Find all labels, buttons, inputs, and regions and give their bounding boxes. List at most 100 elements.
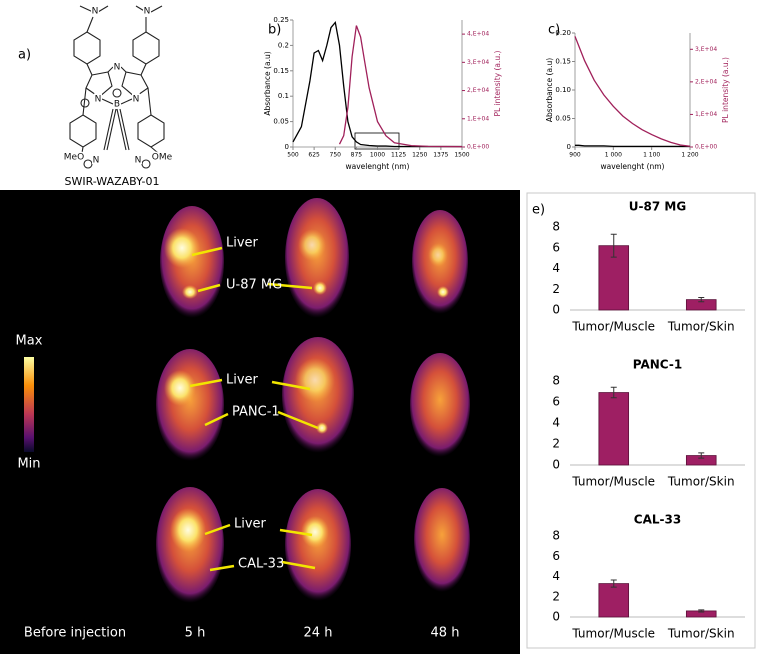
x-tick-label: 1500 xyxy=(454,152,469,159)
panel-label: d) xyxy=(8,203,21,218)
y-tick-label: 2 xyxy=(552,437,560,451)
error-bar xyxy=(610,386,617,399)
error-bar xyxy=(698,297,705,303)
time-label: Before injection xyxy=(24,626,126,641)
annotation: Liver xyxy=(226,236,259,251)
y-tick-label: 4 xyxy=(552,416,560,430)
time-label: 48 h xyxy=(431,626,460,641)
chart-title: U-87 MG xyxy=(629,200,686,214)
y2-tick-label: 4,E+04 xyxy=(467,31,489,38)
series-line xyxy=(574,36,691,147)
y2-tick-label: 3,E+04 xyxy=(467,59,489,66)
panel-label: a) xyxy=(18,48,31,63)
x-axis-label: wavelenght (nm) xyxy=(346,162,410,171)
series-line xyxy=(575,144,690,148)
y-tick-label: 0.20 xyxy=(555,29,571,37)
x-tick-label: 500 xyxy=(287,152,299,159)
annotation-lines xyxy=(189,246,319,572)
y2-tick-label: 3,E+04 xyxy=(695,46,717,53)
chart-title: CAL-33 xyxy=(634,513,681,527)
y-tick-label: 0.25 xyxy=(273,16,289,24)
y-tick-label: 0 xyxy=(285,143,289,151)
x-tick-label: 1 100 xyxy=(643,152,660,159)
annotation: PANC-1 xyxy=(232,405,280,420)
y2-axis-label: PL intensity (a.u.) xyxy=(721,57,730,123)
annotation: Liver xyxy=(234,517,267,532)
atom-label: N xyxy=(93,156,100,166)
atom-label: N xyxy=(95,95,102,105)
y2-tick-label: 1,E+04 xyxy=(695,111,717,118)
atom-label: N xyxy=(114,63,121,73)
y-tick-label: 6 xyxy=(552,395,560,409)
x-tick-label: Tumor/Skin xyxy=(667,475,735,489)
x-tick-label: 875 xyxy=(351,152,363,159)
panel-label: c) xyxy=(548,23,560,38)
series-line xyxy=(292,21,462,148)
x-tick-label: 1 000 xyxy=(605,152,622,159)
y2-tick-label: 2,E+04 xyxy=(467,87,489,94)
time-label: 5 h xyxy=(185,626,206,641)
y-tick-label: 0 xyxy=(552,458,560,472)
x-tick-label: 1 200 xyxy=(681,152,698,159)
error-bar xyxy=(698,609,705,613)
y2-tick-label: 0,E+00 xyxy=(695,144,717,151)
y2-tick-label: 2,E+04 xyxy=(695,78,717,85)
y2-tick-label: 1,E+04 xyxy=(467,115,489,122)
x-tick-label: 1375 xyxy=(433,152,448,159)
y-tick-label: 0 xyxy=(552,610,560,624)
structure xyxy=(69,5,165,169)
annotation: U-87 MG xyxy=(226,278,282,293)
y-tick-label: 8 xyxy=(552,220,560,234)
error-bar xyxy=(698,452,705,459)
y-tick-label: 4 xyxy=(552,569,560,583)
x-tick-label: Tumor/Muscle xyxy=(571,475,655,489)
error-bar xyxy=(610,233,617,258)
mice xyxy=(156,198,470,603)
color-scale xyxy=(24,357,34,452)
structure-caption: SWIR-WAZABY-01 xyxy=(64,175,159,188)
atom-label: OMe xyxy=(152,153,173,163)
y-tick-label: 0.10 xyxy=(555,86,571,94)
panel-frame xyxy=(526,192,756,649)
annotation: CAL-33 xyxy=(238,557,284,572)
x-tick-label: 900 xyxy=(569,152,581,159)
atom-label: N xyxy=(135,156,142,166)
atom-label: N xyxy=(133,95,140,105)
y-tick-label: 4 xyxy=(552,261,560,275)
time-label: 24 h xyxy=(304,626,333,641)
y-tick-label: 2 xyxy=(552,589,560,603)
chart-title: PANC-1 xyxy=(633,358,682,372)
y-tick-label: 8 xyxy=(552,374,560,388)
panel-label: e) xyxy=(532,203,545,218)
atom-label: N xyxy=(92,7,99,17)
axis-line xyxy=(292,20,463,148)
y-tick-label: 6 xyxy=(552,549,560,563)
annotation: Liver xyxy=(226,373,259,388)
y-tick-label: 2 xyxy=(552,282,560,296)
x-tick-label: Tumor/Muscle xyxy=(571,627,655,641)
y2-tick-label: 0,E+00 xyxy=(467,144,489,151)
series-line xyxy=(338,25,463,148)
y-axis-label: Absorbance (a.u) xyxy=(545,58,554,122)
y-tick-label: 0.15 xyxy=(555,58,571,66)
y-tick-label: 0.05 xyxy=(555,115,571,123)
scale-min: Min xyxy=(17,457,40,472)
y-tick-label: 0.2 xyxy=(278,41,289,49)
atom-label: N xyxy=(144,7,151,17)
x-tick-label: Tumor/Skin xyxy=(667,627,735,641)
scale-max: Max xyxy=(16,334,43,349)
y-tick-label: 6 xyxy=(552,240,560,254)
y-axis-label: Absorbance (a.u) xyxy=(263,51,272,115)
x-tick-label: Tumor/Muscle xyxy=(571,320,655,334)
x-tick-label: 1125 xyxy=(391,152,406,159)
bar xyxy=(598,392,630,466)
atom-label: MeO xyxy=(64,153,84,163)
y-tick-label: 0 xyxy=(567,143,571,151)
axis-line xyxy=(574,33,691,148)
x-axis-label: wavelenght (nm) xyxy=(601,162,665,171)
x-tick-label: Tumor/Skin xyxy=(667,320,735,334)
y-tick-label: 0.05 xyxy=(273,118,289,126)
y-tick-label: 0 xyxy=(552,303,560,317)
bar xyxy=(598,583,630,618)
